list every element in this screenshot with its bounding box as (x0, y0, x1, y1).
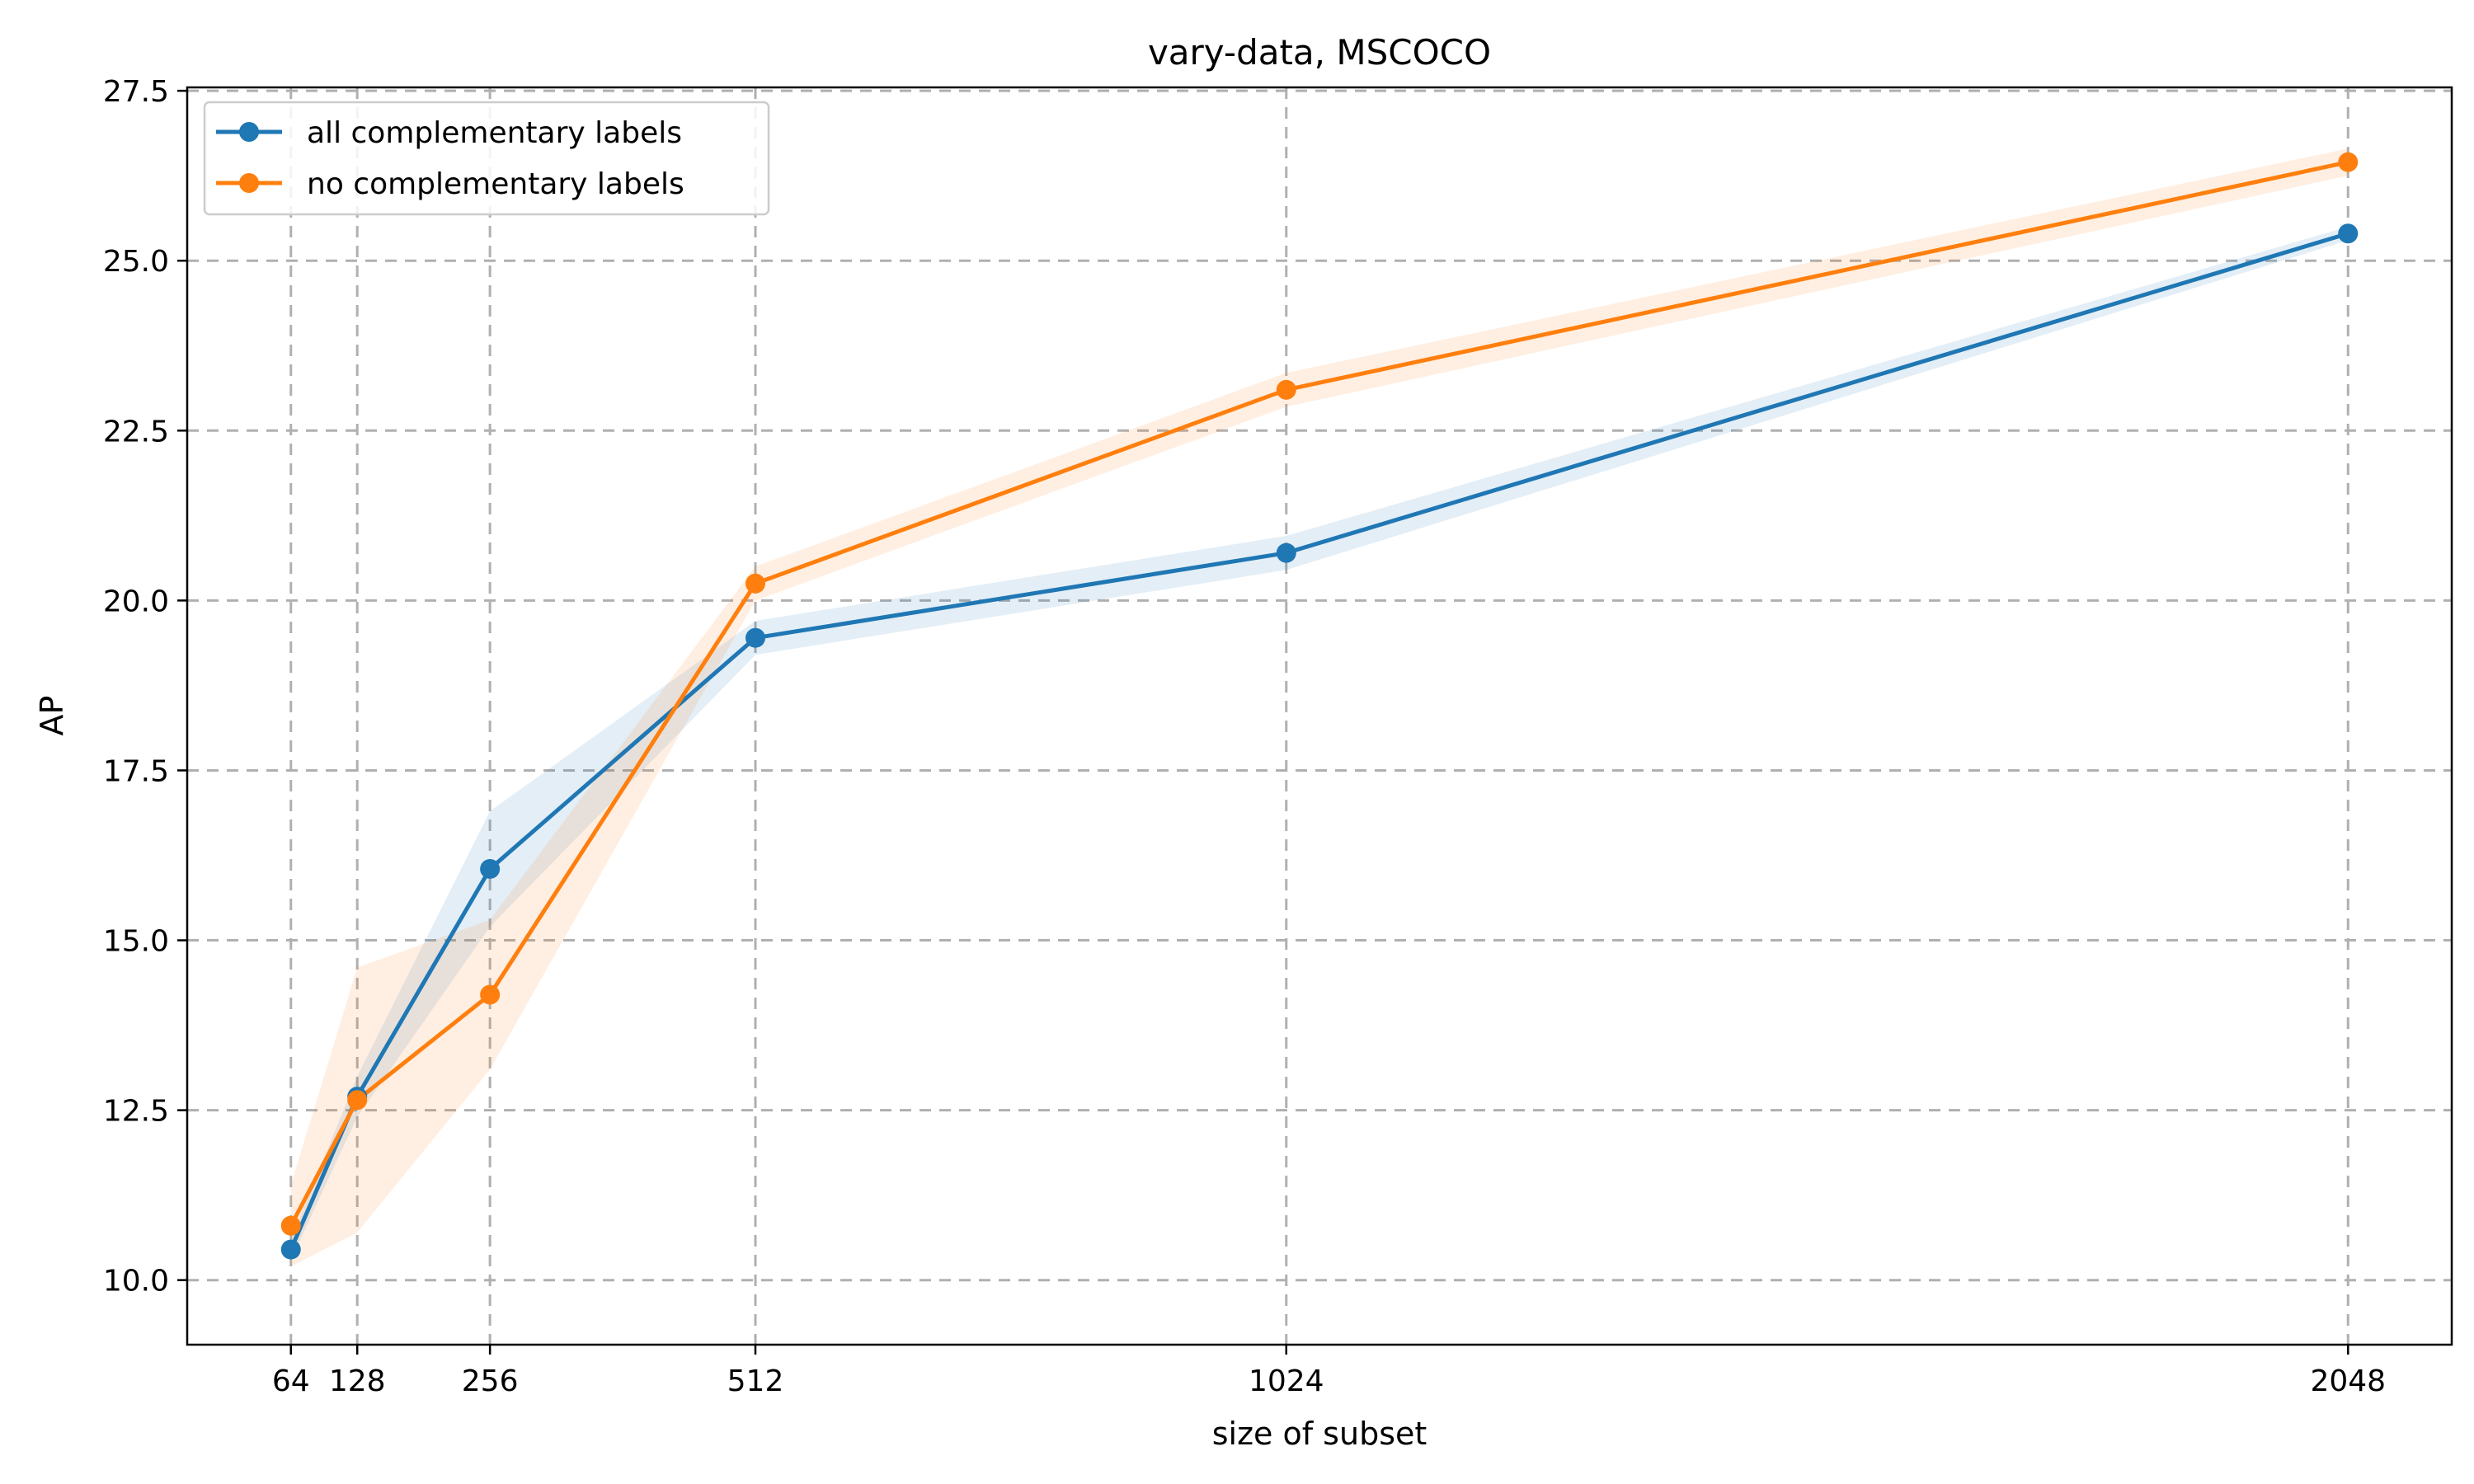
chart-title: vary-data, MSCOCO (1148, 32, 1491, 73)
legend-marker (239, 173, 259, 193)
x-tick-label: 256 (462, 1364, 519, 1398)
data-point (2338, 223, 2359, 244)
x-tick-label: 128 (329, 1364, 386, 1398)
y-tick-label: 22.5 (103, 415, 169, 448)
data-point (280, 1215, 301, 1236)
data-point (347, 1090, 368, 1111)
y-tick-label: 12.5 (103, 1095, 169, 1129)
series-points (280, 152, 2359, 1260)
legend-label: all complementary labels (307, 116, 682, 150)
data-point (280, 1239, 301, 1260)
confidence-band-1 (290, 148, 2349, 1267)
x-axis-label: size of subset (1212, 1416, 1427, 1452)
y-axis-label: AP (34, 696, 70, 736)
legend-label: no complementary labels (307, 167, 684, 201)
x-tick-label: 512 (727, 1364, 784, 1398)
data-point (1276, 542, 1296, 563)
y-tick-label: 27.5 (103, 75, 169, 109)
series-lines (289, 160, 2349, 1251)
data-point (2338, 152, 2359, 172)
legend: all complementary labels no complementary… (203, 101, 770, 216)
data-point (480, 858, 501, 879)
x-tick-label: 1024 (1249, 1364, 1324, 1398)
axis-ticks: 64 128 256 512 1024 2048 10.0 12.5 15.0 17.5 20.0 2… (103, 75, 2386, 1398)
y-tick-label: 17.5 (103, 754, 169, 788)
x-tick-label: 64 (272, 1364, 310, 1398)
y-tick-label: 15.0 (103, 925, 169, 959)
legend-marker (239, 122, 259, 142)
x-tick-label: 2048 (2310, 1364, 2386, 1398)
y-tick-label: 20.0 (103, 585, 169, 618)
data-point (745, 627, 766, 648)
series-line-1 (289, 160, 2349, 1227)
y-tick-label: 10.0 (103, 1265, 169, 1298)
data-point (1276, 379, 1296, 400)
confidence-bands (290, 148, 2349, 1267)
legend-box (203, 101, 770, 216)
grid-lines (187, 87, 2452, 1345)
data-point (480, 984, 501, 1005)
y-tick-label: 25.0 (103, 245, 169, 279)
data-point (745, 573, 766, 594)
plot-frame (186, 86, 2453, 1346)
